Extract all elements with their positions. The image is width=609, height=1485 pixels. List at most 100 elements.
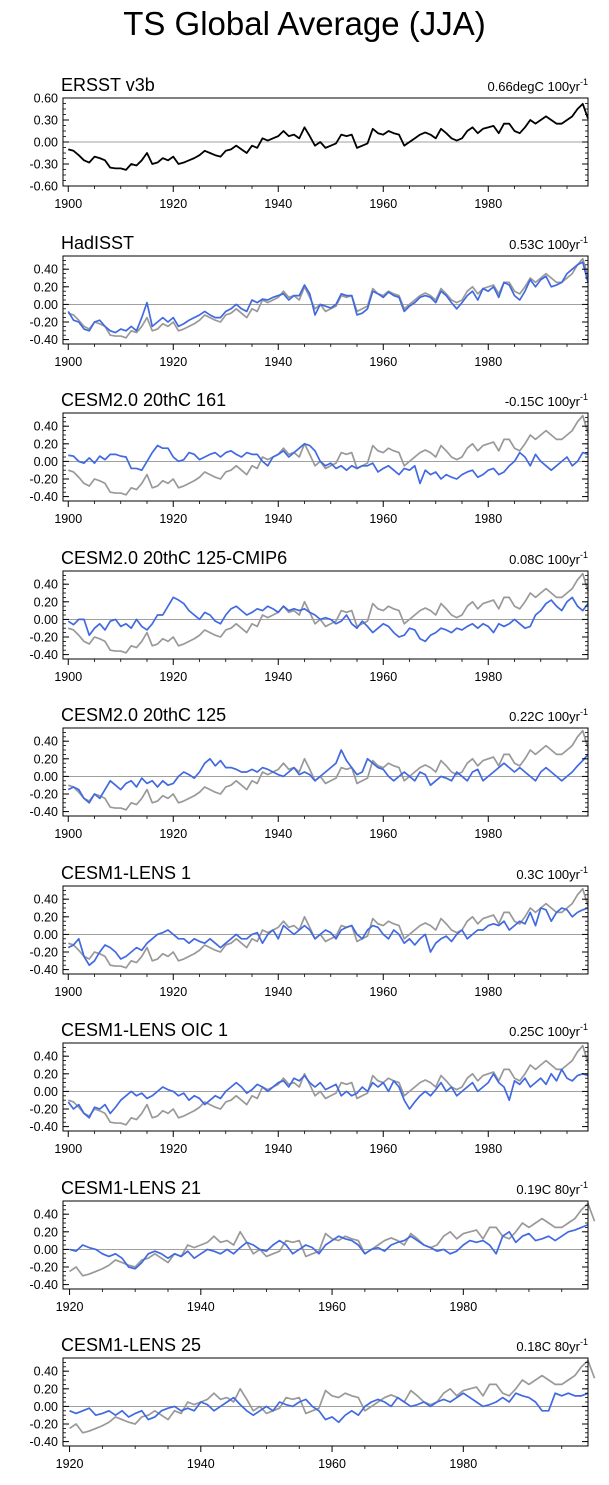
y-tick-label: 0.40: [34, 735, 58, 749]
x-tick-label: 1960: [318, 1457, 346, 1471]
trend-label: -0.15C 100yr-1: [505, 392, 588, 409]
x-tick-label: 1920: [159, 512, 187, 526]
x-tick-label: 1980: [474, 827, 502, 841]
y-tick-label: 0.00: [34, 1243, 58, 1257]
y-tick-label: -0.40: [30, 490, 59, 504]
y-tick-label: 0.00: [34, 1400, 58, 1414]
y-tick-label: -0.60: [30, 180, 59, 194]
x-tick-label: 1980: [449, 1457, 477, 1471]
series-line-reference: [67, 729, 589, 811]
y-tick-label: -0.20: [30, 473, 59, 487]
trend-label: 0.3C 100yr-1: [516, 865, 588, 882]
y-tick-label: 0.20: [34, 595, 58, 609]
panel-title: HadISST: [61, 233, 134, 253]
x-tick-label: 1960: [369, 670, 397, 684]
panel-title: CESM1-LENS 21: [61, 1178, 201, 1198]
series-line-reference: [67, 414, 589, 496]
x-tick-label: 1960: [369, 512, 397, 526]
y-tick-label: -0.20: [30, 1261, 59, 1275]
y-tick-label: 0.00: [34, 613, 58, 627]
x-tick-label: 1900: [54, 355, 82, 369]
x-tick-label: 1900: [54, 1142, 82, 1156]
y-tick-label: 0.20: [34, 437, 58, 451]
series-line-model: [68, 442, 589, 485]
y-tick-label: -0.40: [30, 648, 59, 662]
x-tick-label: 1900: [54, 985, 82, 999]
panel-title: CESM1-LENS 25: [61, 1335, 201, 1355]
trend-exponent: -1: [580, 1180, 588, 1190]
trend-value: 0.19C 80yr: [516, 1182, 580, 1197]
x-tick-label: 1940: [264, 512, 292, 526]
x-tick-label: 1960: [369, 985, 397, 999]
x-tick-label: 1900: [54, 827, 82, 841]
series-line-model: [67, 261, 589, 334]
panel-8: CESM1-LENS 21 0.19C 80yr-1 -0.40 -0.20 0.00 0…: [30, 1178, 596, 1314]
y-tick-label: 0.00: [34, 455, 58, 469]
panel-5: CESM2.0 20thC 125 0.22C 100yr-1 -0.40 -0.20…: [30, 705, 589, 841]
x-tick-label: 1980: [449, 1300, 477, 1314]
trend-value: 0.3C 100yr: [516, 867, 580, 882]
y-tick-label: -0.20: [30, 1418, 59, 1432]
trend-value: -0.15C 100yr: [505, 394, 581, 409]
trend-exponent: -1: [580, 707, 588, 717]
plot-frame: [62, 1042, 589, 1132]
x-tick-label: 1960: [369, 827, 397, 841]
y-tick-label: 0.20: [34, 752, 58, 766]
panel-title: CESM2.0 20thC 161: [61, 390, 226, 410]
x-tick-label: 1960: [369, 197, 397, 211]
x-tick-label: 1900: [54, 670, 82, 684]
x-tick-label: 1920: [56, 1300, 84, 1314]
trend-label: 0.66degC 100yr-1: [487, 77, 588, 94]
panel-3: CESM2.0 20thC 161 -0.15C 100yr-1 -0.40 -0.2…: [30, 390, 589, 526]
y-tick-label: 0.00: [34, 136, 58, 150]
x-tick-label: 1980: [474, 197, 502, 211]
y-tick-label: 0.60: [34, 92, 58, 106]
trend-value: 0.25C 100yr: [509, 1024, 580, 1039]
y-tick-label: 0.00: [34, 770, 58, 784]
x-tick-label: 1940: [264, 670, 292, 684]
series-line-reference: [67, 1044, 589, 1126]
trend-label: 0.25C 100yr-1: [509, 1022, 588, 1039]
x-tick-label: 1960: [369, 355, 397, 369]
y-tick-label: 0.40: [34, 893, 58, 907]
plot-frame: [62, 412, 589, 502]
x-tick-label: 1900: [54, 512, 82, 526]
y-tick-label: -0.40: [30, 805, 59, 819]
x-tick-label: 1920: [159, 355, 187, 369]
panel-6: CESM1-LENS 1 0.3C 100yr-1 -0.40 -0.20 0.00 0.…: [30, 863, 589, 999]
y-tick-label: 0.20: [34, 280, 58, 294]
panel-7: CESM1-LENS OIC 1 0.25C 100yr-1 -0.40 -0.20 0…: [30, 1020, 589, 1156]
trend-exponent: -1: [580, 550, 588, 560]
x-tick-label: 1980: [474, 670, 502, 684]
y-tick-label: -0.40: [30, 1278, 59, 1292]
trend-label: 0.18C 80yr-1: [516, 1337, 588, 1354]
x-tick-label: 1960: [369, 1142, 397, 1156]
y-tick-label: 0.00: [34, 928, 58, 942]
panel-title: CESM2.0 20thC 125: [61, 705, 226, 725]
series-line-model: [67, 1068, 589, 1119]
y-tick-label: 0.40: [34, 1050, 58, 1064]
y-tick-label: -0.20: [30, 316, 59, 330]
y-tick-label: 0.40: [34, 1365, 58, 1379]
y-tick-label: -0.40: [30, 963, 59, 977]
x-tick-label: 1940: [264, 197, 292, 211]
x-tick-label: 1920: [159, 1142, 187, 1156]
series-line-model: [69, 1392, 589, 1424]
panel-title: CESM1-LENS 1: [61, 863, 191, 883]
panel-9: CESM1-LENS 25 0.18C 80yr-1 -0.40 -0.20 0.00 0…: [30, 1335, 596, 1471]
y-tick-label: 0.20: [34, 1382, 58, 1396]
x-tick-label: 1980: [474, 985, 502, 999]
plot-frame: [62, 255, 589, 345]
trend-exponent: -1: [580, 77, 588, 87]
y-tick-label: 0.20: [34, 1225, 58, 1239]
series-line-reference: [67, 887, 589, 969]
panel-1: ERSST v3b 0.66degC 100yr-1 -0.60 -0.30 0.00 0…: [30, 75, 589, 211]
y-tick-label: 0.20: [34, 1067, 58, 1081]
x-tick-label: 1980: [474, 355, 502, 369]
series-line-reference: [69, 1202, 596, 1277]
series-line-observed: [68, 102, 589, 171]
figure-title: TS Global Average (JJA): [123, 5, 486, 42]
trend-value: 0.08C 100yr: [509, 552, 580, 567]
y-tick-label: -0.20: [30, 1103, 59, 1117]
